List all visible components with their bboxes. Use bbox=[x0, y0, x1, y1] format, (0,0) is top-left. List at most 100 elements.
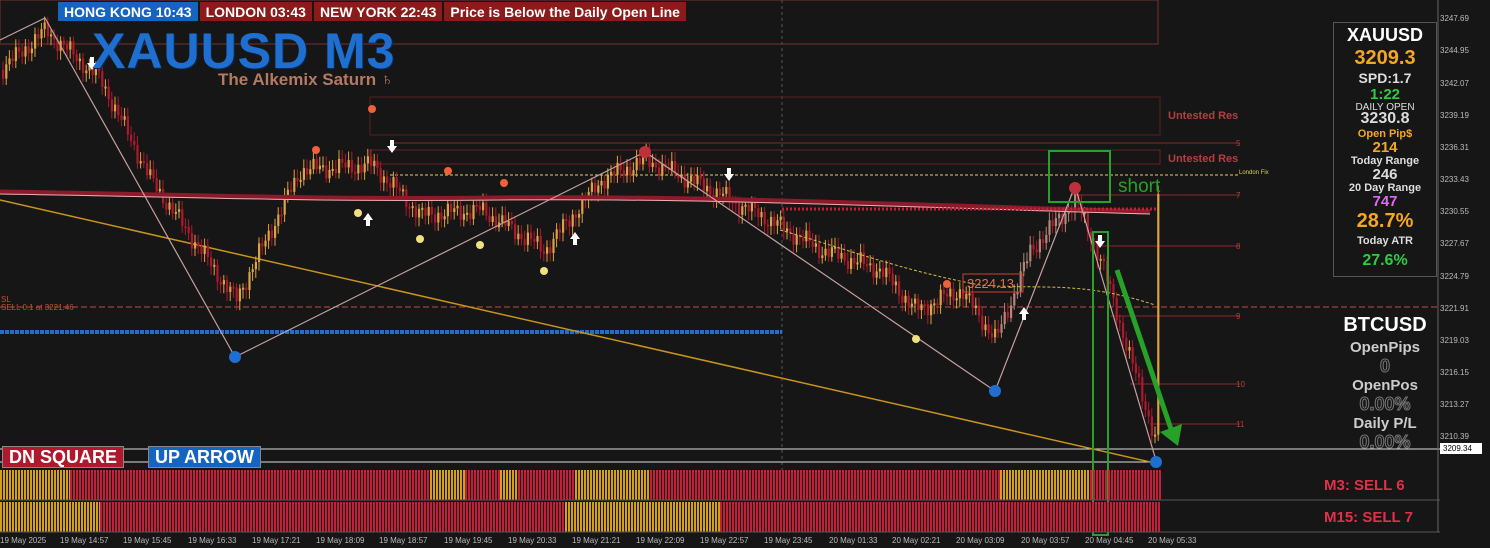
signal-bar bbox=[518, 470, 520, 500]
signal-bar bbox=[512, 470, 514, 500]
candle-body bbox=[395, 177, 398, 188]
sell-signal-column-box bbox=[1092, 231, 1109, 536]
time-axis-label: 19 May 20:33 bbox=[508, 536, 557, 545]
signal-bar bbox=[220, 470, 222, 500]
signal-bar bbox=[852, 502, 854, 532]
signal-bar bbox=[879, 502, 881, 532]
signal-bar bbox=[1015, 470, 1017, 500]
signal-bar bbox=[471, 470, 473, 500]
signal-bar bbox=[39, 470, 41, 500]
price-axis-label: 3213.27 bbox=[1440, 400, 1469, 409]
candle-body bbox=[501, 215, 504, 223]
candle-body bbox=[1122, 322, 1125, 338]
signal-bar bbox=[54, 502, 56, 532]
candle-body bbox=[920, 304, 923, 311]
signal-bar bbox=[85, 470, 87, 500]
signal-bar bbox=[664, 502, 666, 532]
signal-bar bbox=[490, 502, 492, 532]
signal-bar bbox=[1066, 470, 1068, 500]
candle-body bbox=[123, 116, 126, 120]
btc-open-pips-value: 0 bbox=[1379, 356, 1390, 377]
candle-body bbox=[891, 273, 894, 286]
candle-body bbox=[504, 215, 507, 227]
candle-body bbox=[952, 288, 955, 301]
signal-bar bbox=[277, 470, 279, 500]
signal-bar bbox=[274, 470, 276, 500]
dn-square-button[interactable]: DN SQUARE bbox=[2, 446, 125, 468]
signal-bar bbox=[574, 502, 576, 532]
candle-body bbox=[488, 215, 491, 223]
signal-bar bbox=[124, 502, 126, 532]
candle-body bbox=[850, 258, 853, 269]
signal-bar bbox=[765, 502, 767, 532]
candle-body bbox=[350, 159, 353, 173]
signal-bar bbox=[145, 470, 147, 500]
signal-bar bbox=[586, 502, 588, 532]
signal-bar bbox=[262, 470, 264, 500]
signal-bar bbox=[78, 502, 80, 532]
signal-bar bbox=[1150, 470, 1152, 500]
candle-body bbox=[693, 175, 696, 185]
signal-bar bbox=[36, 502, 38, 532]
signal-bar bbox=[169, 502, 171, 532]
signal-bar bbox=[100, 502, 102, 532]
signal-bar bbox=[469, 502, 471, 532]
signal-bar bbox=[355, 502, 357, 532]
up-arrow-button[interactable]: UP ARROW bbox=[148, 446, 261, 468]
untested-res-label-2: Untested Res bbox=[1168, 153, 1239, 165]
candle-body bbox=[443, 216, 446, 220]
signal-bar bbox=[920, 470, 922, 500]
signal-bar bbox=[187, 502, 189, 532]
candle-body bbox=[222, 280, 225, 285]
time-axis-label: 19 May 22:57 bbox=[700, 536, 749, 545]
candle-body bbox=[450, 203, 453, 213]
signal-bar bbox=[307, 502, 309, 532]
candle-body bbox=[590, 182, 593, 192]
candle-body bbox=[654, 162, 657, 168]
signal-bar bbox=[655, 502, 657, 532]
candle-body bbox=[475, 204, 478, 207]
candle-body bbox=[293, 177, 296, 192]
candle-body bbox=[2, 70, 5, 79]
candle-body bbox=[651, 162, 654, 168]
signal-bar bbox=[899, 470, 901, 500]
signal-bar bbox=[782, 470, 784, 500]
candle-body bbox=[562, 219, 565, 233]
signal-bar bbox=[921, 502, 923, 532]
signal-bar bbox=[30, 470, 32, 500]
signal-bar bbox=[673, 502, 675, 532]
candle-body bbox=[715, 188, 718, 201]
signal-bar bbox=[283, 502, 285, 532]
signal-bar bbox=[424, 470, 426, 500]
signal-bar bbox=[367, 470, 369, 500]
signal-bar bbox=[235, 502, 237, 532]
signal-bar bbox=[1090, 470, 1092, 500]
signal-bar bbox=[457, 470, 459, 500]
signal-bar bbox=[975, 502, 977, 532]
signal-bar bbox=[477, 470, 479, 500]
candle-body bbox=[1064, 213, 1067, 225]
candle-body bbox=[290, 189, 293, 192]
signal-bar bbox=[878, 470, 880, 500]
signal-bar bbox=[613, 502, 615, 532]
candle-body bbox=[741, 206, 744, 215]
signal-bar bbox=[430, 502, 432, 532]
candle-body bbox=[152, 169, 155, 179]
signal-bar bbox=[1147, 470, 1149, 500]
fib-label-11: 11 bbox=[1236, 420, 1245, 429]
signal-bar bbox=[551, 470, 553, 500]
signal-bar bbox=[1027, 470, 1029, 500]
time-axis-label: 19 May 16:33 bbox=[188, 536, 237, 545]
signal-bar bbox=[1039, 470, 1041, 500]
signal-bar bbox=[76, 470, 78, 500]
signal-bar bbox=[376, 470, 378, 500]
signal-bar bbox=[866, 470, 868, 500]
candle-body bbox=[606, 174, 609, 189]
signal-bar bbox=[274, 502, 276, 532]
candle-body bbox=[725, 187, 728, 194]
signal-bar bbox=[190, 502, 192, 532]
signal-bar bbox=[819, 502, 821, 532]
candle-body bbox=[1090, 232, 1093, 243]
candle-body bbox=[1013, 293, 1016, 306]
